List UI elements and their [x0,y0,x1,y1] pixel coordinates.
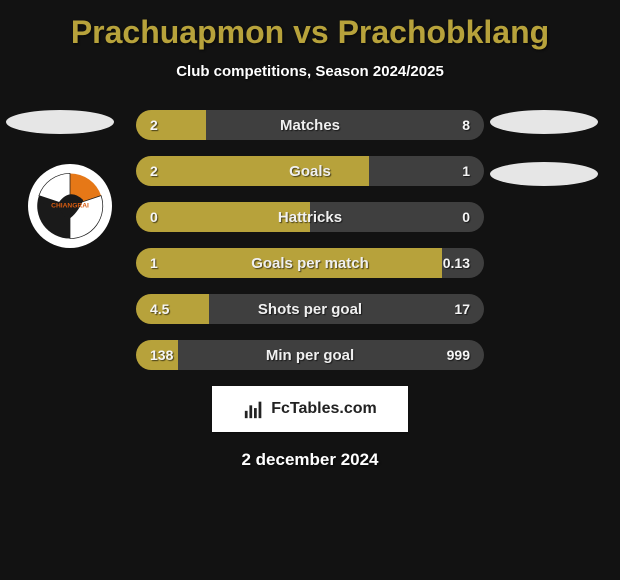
player-right-placeholder-2 [490,162,598,186]
stat-row: 138999Min per goal [136,340,484,370]
stat-bar-right [178,340,484,370]
stat-bars: 28Matches 21Goals 00Hattricks 10.13Goals pe… [136,110,484,370]
brand-badge[interactable]: FcTables.com [212,386,408,432]
page-title: Prachuapmon vs Prachobklang [0,0,620,51]
stat-bar-left [136,294,209,324]
stat-bar-left [136,202,310,232]
stat-bar-left [136,110,206,140]
player-right-placeholder-1 [490,110,598,134]
stat-bar-right [369,156,484,186]
page-subtitle: Club competitions, Season 2024/2025 [0,63,620,80]
stat-bar-left [136,248,442,278]
stat-row: 28Matches [136,110,484,140]
stat-row: 4.517Shots per goal [136,294,484,324]
brand-label: FcTables.com [271,400,377,418]
stat-row: 21Goals [136,156,484,186]
stat-bar-right [442,248,484,278]
stat-bar-right [310,202,484,232]
stat-bar-left [136,340,178,370]
stat-row: 00Hattricks [136,202,484,232]
chart-bars-icon [243,398,265,420]
date-label: 2 december 2024 [0,450,620,470]
stat-bar-right [209,294,484,324]
stat-bar-left [136,156,369,186]
club-crest-icon: CHIANGRAI [33,169,107,243]
comparison-content: CHIANGRAI 28Matches 21Goals 00Hattricks 10.… [0,110,620,370]
stat-row: 10.13Goals per match [136,248,484,278]
player-left-placeholder [6,110,114,134]
svg-text:CHIANGRAI: CHIANGRAI [51,202,89,209]
club-badge-left: CHIANGRAI [28,164,112,248]
stat-bar-right [206,110,484,140]
